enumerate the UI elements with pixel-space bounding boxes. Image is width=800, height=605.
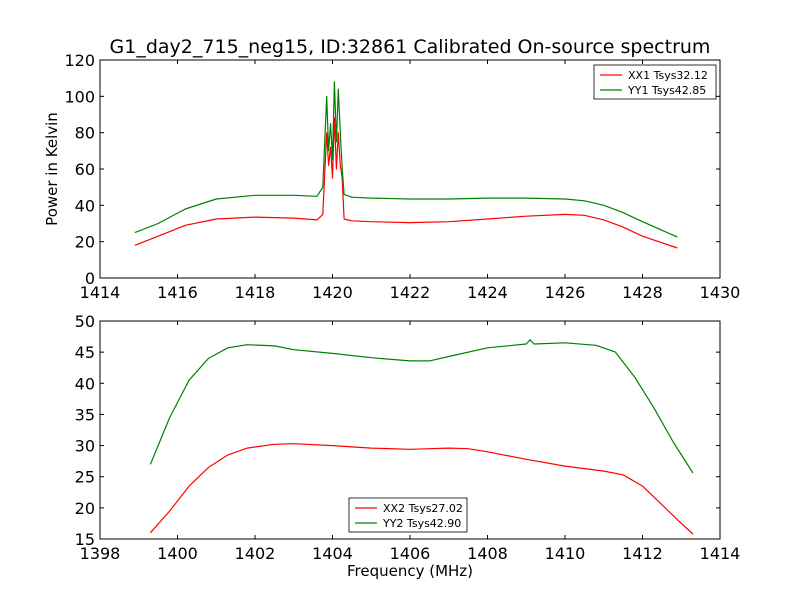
x-tick-label: 1424 [467, 283, 508, 302]
y-tick-label: 100 [64, 87, 95, 106]
y-tick-label: 120 [64, 51, 95, 70]
legend-box [348, 497, 468, 533]
legend-entry-label: XX1 Tsys32.12 [628, 69, 708, 82]
x-axis-label: Frequency (MHz) [347, 562, 473, 580]
legend-entry-label: YY1 Tsys42.85 [627, 84, 706, 97]
y-tick-label: 25 [75, 468, 95, 487]
y-tick-label: 45 [75, 343, 95, 362]
x-tick-label: 1408 [467, 544, 508, 563]
x-tick-label: 1428 [622, 283, 663, 302]
y-tick-label: 40 [75, 196, 95, 215]
x-tick-label: 1414 [80, 283, 121, 302]
series-line-yy2 [149, 339, 694, 474]
y-tick-label: 40 [75, 374, 95, 393]
x-tick-label: 1400 [157, 544, 198, 563]
x-tick-label: 1406 [390, 544, 431, 563]
y-tick-label: 15 [75, 530, 95, 549]
x-tick-label: 1430 [700, 283, 741, 302]
legend-box [593, 64, 717, 100]
series-line-xx2 [149, 443, 694, 535]
x-tick-label: 1418 [235, 283, 276, 302]
x-tick-label: 1404 [312, 544, 353, 563]
y-tick-label: 35 [75, 405, 95, 424]
y-tick-label: 20 [75, 499, 95, 518]
top-spectrum-panel: 1414 1416 1418 1420 1422 1424 1426 1428 1430 0 20 4… [43, 51, 740, 302]
x-tick-label: 1426 [545, 283, 586, 302]
x-tick-label: 1402 [235, 544, 276, 563]
legend-entry-label: YY2 Tsys42.90 [382, 517, 461, 530]
bottom-spectrum-panel: 1398 1400 1402 1404 1406 1408 1410 1412 1414 15 20… [75, 312, 741, 563]
series-line-xx1 [134, 117, 678, 249]
legend: XX1 Tsys32.12 YY1 Tsys42.85 [593, 64, 717, 100]
series-line-yy1 [134, 81, 678, 238]
y-tick-label: 60 [75, 160, 95, 179]
legend: XX2 Tsys27.02 YY2 Tsys42.90 [348, 497, 468, 533]
y-tick-label: 20 [75, 233, 95, 252]
x-tick-label: 1410 [545, 544, 586, 563]
x-tick-label: 1398 [80, 544, 121, 563]
y-tick-label: 80 [75, 124, 95, 143]
x-tick-label: 1414 [700, 544, 741, 563]
figure-title: G1_day2_715_neg15, ID:32861 Calibrated O… [110, 36, 711, 58]
y-tick-label: 0 [85, 269, 95, 288]
x-tick-label: 1420 [312, 283, 353, 302]
x-tick-label: 1416 [157, 283, 198, 302]
x-tick-label: 1422 [390, 283, 431, 302]
y-axis-label: Power in Kelvin [43, 112, 61, 226]
x-tick-label: 1412 [622, 544, 663, 563]
legend-entry-label: XX2 Tsys27.02 [383, 502, 463, 515]
y-tick-label: 50 [75, 312, 95, 331]
y-tick-label: 30 [75, 437, 95, 456]
